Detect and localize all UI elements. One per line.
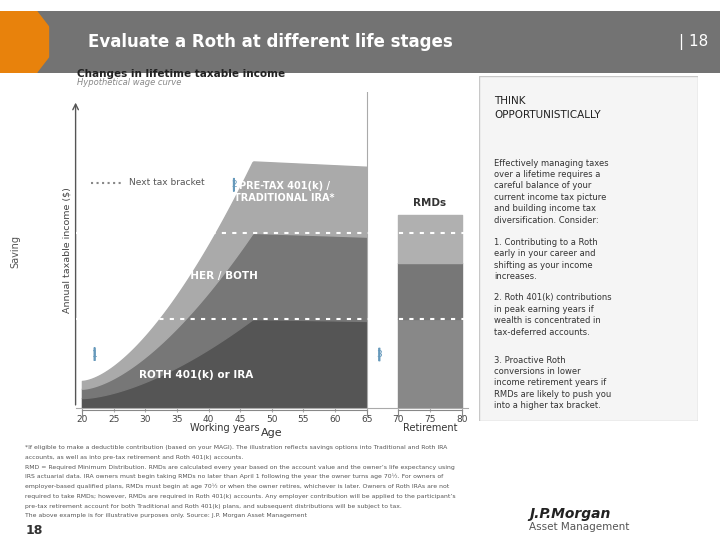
Text: Working years: Working years	[189, 423, 259, 433]
FancyBboxPatch shape	[479, 76, 698, 421]
Text: 2. Roth 401(k) contributions
in peak earning years if
wealth is concentrated in
: 2. Roth 401(k) contributions in peak ear…	[494, 293, 612, 336]
Text: 18: 18	[25, 523, 42, 537]
Text: Hypothetical wage curve: Hypothetical wage curve	[77, 78, 181, 87]
Text: required to take RMDs; however, RMDs are required in Roth 401(k) accounts. Any e: required to take RMDs; however, RMDs are…	[25, 494, 456, 499]
Polygon shape	[0, 11, 48, 73]
Text: 3. Proactive Roth
conversions in lower
income retirement years if
RMDs are likel: 3. Proactive Roth conversions in lower i…	[494, 355, 611, 410]
Text: *If eligible to make a deductible contribution (based on your MAGI). The illustr: *If eligible to make a deductible contri…	[25, 446, 448, 450]
Text: 1: 1	[91, 350, 97, 359]
Text: Evaluate a Roth at different life stages: Evaluate a Roth at different life stages	[88, 33, 453, 51]
Text: PRE-TAX 401(k) /
TRADITIONAL IRA*: PRE-TAX 401(k) / TRADITIONAL IRA*	[234, 181, 335, 202]
Text: EITHER / BOTH: EITHER / BOTH	[172, 271, 258, 281]
Text: IRS actuarial data. IRA owners must begin taking RMDs no later than April 1 foll: IRS actuarial data. IRA owners must begi…	[25, 474, 444, 480]
Polygon shape	[38, 11, 79, 73]
Text: Retirement: Retirement	[402, 423, 457, 433]
Text: 3: 3	[377, 350, 382, 359]
Text: The above example is for illustrative purposes only. Source: J.P. Morgan Asset M: The above example is for illustrative pu…	[25, 514, 307, 518]
Text: 1. Contributing to a Roth
early in your career and
shifting as your income
incre: 1. Contributing to a Roth early in your …	[494, 238, 598, 281]
Text: 2: 2	[231, 180, 237, 189]
Text: ROTH 401(k) or IRA: ROTH 401(k) or IRA	[139, 370, 253, 380]
Text: | 18: | 18	[679, 34, 708, 50]
Text: accounts, as well as into pre-tax retirement and Roth 401(k) accounts.: accounts, as well as into pre-tax retire…	[25, 455, 243, 460]
Text: J.P.Morgan: J.P.Morgan	[529, 508, 611, 522]
Text: RMD = Required Minimum Distribution. RMDs are calculated every year based on the: RMD = Required Minimum Distribution. RMD…	[25, 465, 455, 470]
Text: Saving: Saving	[11, 234, 21, 268]
Y-axis label: Annual taxable income ($): Annual taxable income ($)	[63, 187, 71, 313]
Text: Asset Management: Asset Management	[529, 522, 629, 532]
X-axis label: Age: Age	[261, 428, 283, 438]
Text: Next tax bracket: Next tax bracket	[130, 178, 205, 187]
Text: THINK
OPPORTUNISTICALLY: THINK OPPORTUNISTICALLY	[494, 96, 600, 119]
Text: pre-tax retirement account for both Traditional and Roth 401(k) plans, and subse: pre-tax retirement account for both Trad…	[25, 504, 402, 509]
Text: RMDs: RMDs	[413, 198, 446, 208]
Text: Effectively managing taxes
over a lifetime requires a
careful balance of your
cu: Effectively managing taxes over a lifeti…	[494, 159, 609, 225]
Text: Changes in lifetime taxable income: Changes in lifetime taxable income	[77, 69, 285, 79]
Text: employer-based qualified plans, RMDs must begin at age 70½ or when the owner ret: employer-based qualified plans, RMDs mus…	[25, 484, 449, 489]
